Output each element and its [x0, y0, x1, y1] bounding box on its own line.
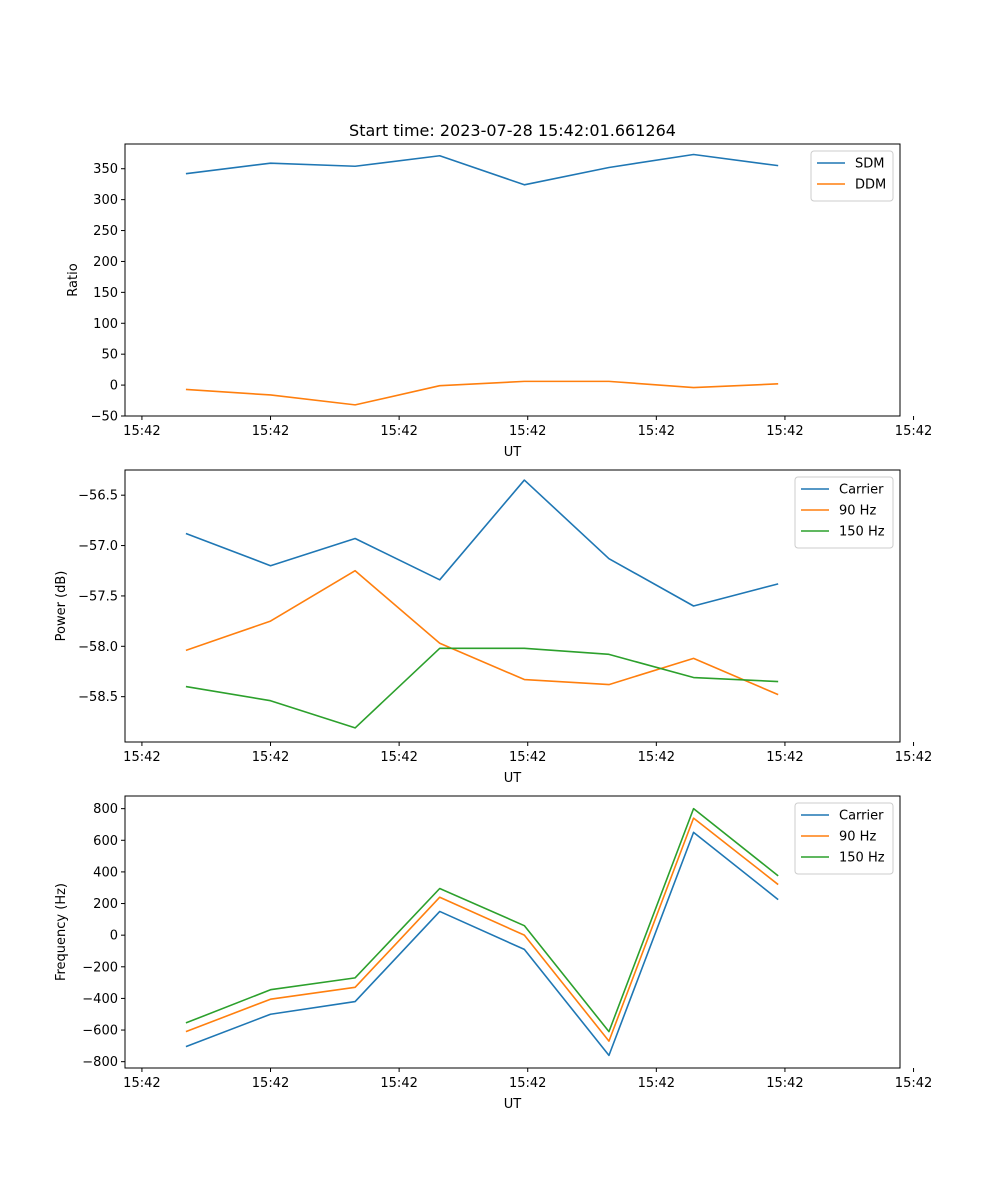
x-tick-label: 15:42	[509, 1076, 546, 1091]
y-tick-label: −58.5	[78, 690, 118, 705]
y-tick-label: 300	[93, 193, 118, 208]
y-tick-label: 0	[110, 379, 118, 394]
plot-power: −58.5 −58.0 −57.5 −57.0 −56.5 15:42 15:42 15:42…	[54, 469, 932, 786]
x-tick-label: 15:42	[766, 1076, 803, 1091]
x-axis-label: UT	[504, 771, 522, 786]
x-tick-label: 15:42	[638, 750, 675, 765]
series-line-sdm	[185, 153, 779, 186]
x-tick-label: 15:42	[638, 424, 675, 439]
x-tick-label: 15:42	[895, 1076, 932, 1091]
y-axis-label: Power (dB)	[54, 571, 69, 642]
legend-label: 150 Hz	[839, 851, 885, 866]
y-tick-label: −800	[82, 1055, 118, 1070]
y-tick-label: −56.5	[78, 489, 118, 504]
x-tick-label: 15:42	[509, 750, 546, 765]
x-tick-label: 15:42	[123, 1076, 160, 1091]
x-axis-label: UT	[504, 1097, 522, 1112]
plot-frame	[124, 795, 901, 1069]
series-line-150-hz	[185, 807, 779, 1033]
x-tick-label: 15:42	[509, 424, 546, 439]
plot-frame	[124, 143, 901, 417]
y-tick-label: 150	[93, 286, 118, 301]
legend-label: Carrier	[839, 483, 884, 498]
x-tick-label: 15:42	[766, 424, 803, 439]
legend-label: Carrier	[839, 809, 884, 824]
legend-label: DDM	[855, 178, 886, 193]
x-axis-label: UT	[504, 445, 522, 460]
y-tick-label: 0	[110, 929, 118, 944]
y-tick-label: −400	[82, 992, 118, 1007]
y-tick-label: 200	[93, 897, 118, 912]
plot-frame	[124, 469, 901, 743]
x-tick-label: 15:42	[895, 750, 932, 765]
x-tick-label: 15:42	[252, 750, 289, 765]
series-line-carrier	[185, 831, 779, 1057]
y-tick-label: 350	[93, 162, 118, 177]
x-tick-label: 15:42	[380, 750, 417, 765]
legend-label: 90 Hz	[839, 504, 876, 519]
y-tick-label: −600	[82, 1024, 118, 1039]
y-tick-label: −57.0	[78, 539, 118, 554]
y-tick-label: 400	[93, 865, 118, 880]
series-line-90-hz	[185, 569, 779, 696]
y-tick-label: −200	[82, 960, 118, 975]
series-line-ddm	[185, 380, 779, 406]
y-tick-label: 600	[93, 834, 118, 849]
y-tick-label: −50	[91, 410, 118, 425]
x-tick-label: 15:42	[895, 424, 932, 439]
x-tick-label: 15:42	[380, 424, 417, 439]
legend-label: 90 Hz	[839, 830, 876, 845]
x-tick-label: 15:42	[638, 1076, 675, 1091]
series-line-carrier	[185, 479, 779, 607]
y-axis-label: Frequency (Hz)	[54, 883, 69, 981]
y-tick-label: 100	[93, 317, 118, 332]
x-tick-label: 15:42	[380, 1076, 417, 1091]
x-tick-label: 15:42	[252, 1076, 289, 1091]
plot-frequency: −800 −600 −400 −200 0 200 400 600 800 15:42 15:42 1…	[54, 795, 932, 1112]
y-tick-label: 250	[93, 224, 118, 239]
y-tick-label: 800	[93, 802, 118, 817]
x-tick-label: 15:42	[252, 424, 289, 439]
y-axis-label: Ratio	[66, 263, 81, 296]
y-tick-label: 200	[93, 255, 118, 270]
legend-label: 150 Hz	[839, 525, 885, 540]
y-tick-label: −57.5	[78, 589, 118, 604]
x-tick-label: 15:42	[123, 750, 160, 765]
x-tick-label: 15:42	[766, 750, 803, 765]
legend-label: SDM	[855, 157, 884, 172]
plot-ratio: −50 0 50 100 150 200 250 300 350 15:42 15:42 15:42 1…	[66, 143, 932, 460]
series-line-150-hz	[185, 647, 779, 729]
y-tick-label: 50	[101, 348, 118, 363]
y-tick-label: −58.0	[78, 640, 118, 655]
series-line-90-hz	[185, 817, 779, 1042]
x-tick-label: 15:42	[123, 424, 160, 439]
chart-title: Start time: 2023-07-28 15:42:01.661264	[349, 121, 676, 140]
